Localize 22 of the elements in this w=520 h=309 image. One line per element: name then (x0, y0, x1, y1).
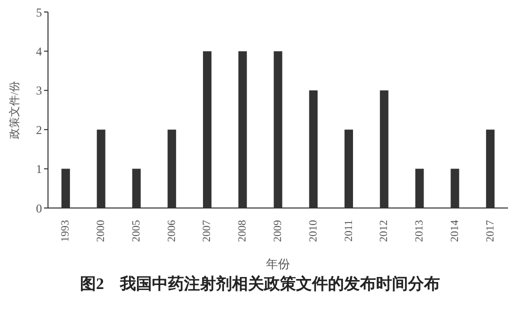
x-tick-label: 1993 (60, 220, 72, 242)
x-tick-label: 2009 (272, 220, 284, 242)
y-tick-label: 1 (36, 162, 42, 176)
y-tick-label: 0 (36, 201, 42, 216)
x-axis-title: 年份 (266, 257, 290, 271)
x-tick-label: 2010 (307, 220, 320, 242)
y-tick-label: 5 (36, 5, 42, 20)
y-tick-label: 2 (36, 122, 42, 137)
text: 图2 我国中药注射剂相关政策文件的发布时间分布 (79, 274, 441, 295)
x-tick-label: 2006 (166, 220, 178, 242)
x-tick-label: 2011 (342, 220, 355, 242)
x-tick-label: 2005 (130, 220, 142, 242)
y-tick-label: 3 (36, 84, 42, 98)
y-tick-label: 4 (36, 44, 42, 58)
x-tick-label: 2014 (448, 220, 461, 242)
y-axis-title: 政策文件/份 (8, 80, 21, 140)
x-tick-label: 2007 (201, 220, 214, 242)
x-tick-label: 2017 (484, 220, 496, 242)
x-tick-label: 2000 (95, 220, 108, 242)
x-tick-label: 2012 (378, 220, 390, 242)
x-tick-label: 2013 (414, 220, 426, 242)
x-tick-label: 2008 (236, 220, 249, 242)
